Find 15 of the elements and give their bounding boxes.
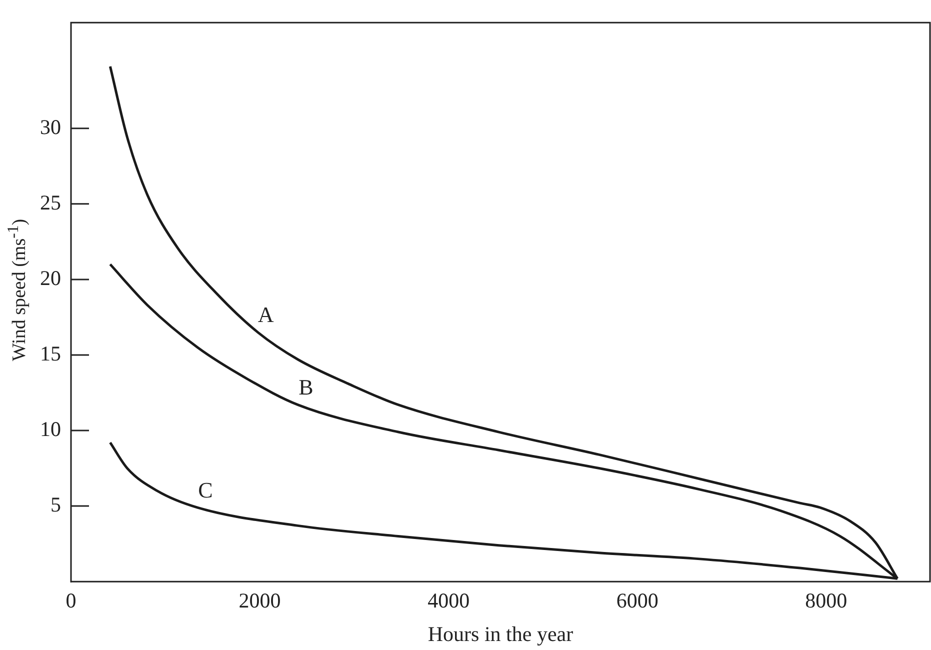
y-tick-label: 25 [40,190,61,214]
series-label: A [258,302,274,328]
x-axis-title: Hours in the year [428,622,574,646]
series-label: C [198,477,213,502]
series-label: B [298,374,314,400]
y-tick-label: 10 [40,417,61,442]
x-tick-label: 2000 [238,588,281,613]
y-tick-label: 30 [40,114,61,139]
x-tick-label: 4000 [428,588,470,613]
y-tick-label: 5 [50,492,61,517]
x-tick-label: 6000 [616,588,658,613]
y-tick-label: 15 [40,341,61,366]
y-tick-label: 20 [40,266,61,290]
x-tick-label: 8000 [805,588,848,613]
x-tick-label: 0 [66,588,76,613]
